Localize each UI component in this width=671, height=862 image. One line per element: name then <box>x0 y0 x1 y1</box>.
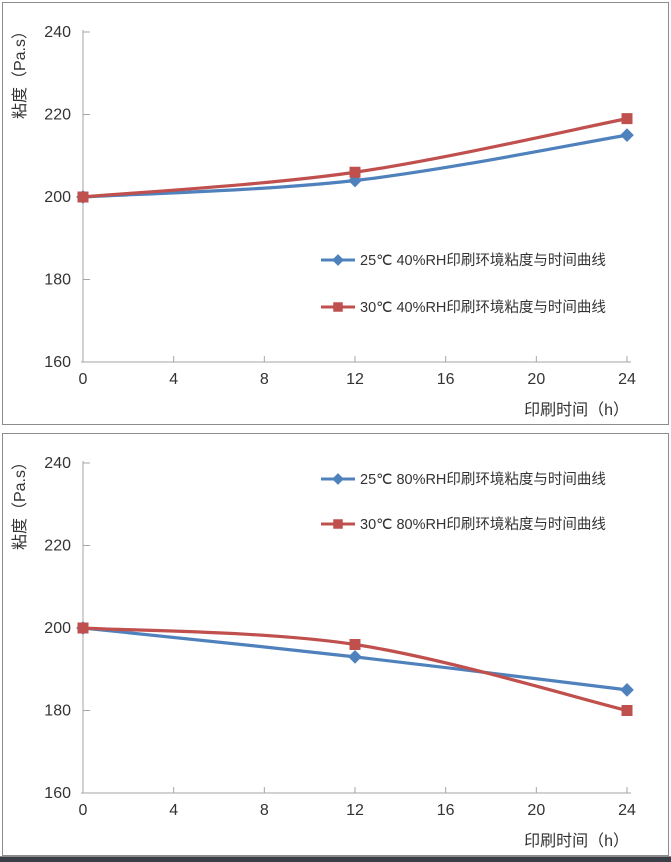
legend-label: 30℃ 40%RH印刷环境粘度与时间曲线 <box>360 298 606 316</box>
legend-label: 25℃ 80%RH印刷环境粘度与时间曲线 <box>360 470 606 488</box>
series-line <box>81 133 629 199</box>
data-point-square <box>621 705 633 716</box>
x-tick-label: 0 <box>79 802 88 819</box>
x-tick-label: 20 <box>527 802 545 819</box>
x-tick-label: 12 <box>346 802 364 819</box>
x-tick-label: 4 <box>169 802 178 819</box>
x-tick-label: 8 <box>260 802 269 819</box>
x-axis-title: 印刷时间（h） <box>524 401 629 419</box>
legend-item: 30℃ 40%RH印刷环境粘度与时间曲线 <box>321 298 606 316</box>
viscosity-time-chart-80rh: 160 180 200 220 240 0 4 8 12 16 20 24 粘度（Pa.s） 印刷时间（h… <box>11 454 636 850</box>
x-tick-label: 0 <box>79 371 88 388</box>
y-axis-title: 粘度（Pa.s） <box>11 23 29 119</box>
data-point-diamond <box>620 683 634 697</box>
y-tick-label: 180 <box>44 703 71 720</box>
legend-marker-diamond <box>332 473 344 485</box>
y-tick-label: 220 <box>44 538 71 555</box>
y-tick-label: 220 <box>44 107 71 124</box>
y-tick-label: 180 <box>44 272 71 289</box>
y-tick-label: 240 <box>44 455 71 472</box>
legend-item: 25℃ 40%RH印刷环境粘度与时间曲线 <box>321 251 606 269</box>
legend-marker-square <box>333 302 343 312</box>
data-point-square <box>349 639 361 650</box>
legend-label: 25℃ 40%RH印刷环境粘度与时间曲线 <box>360 251 606 269</box>
data-point-diamond <box>620 128 634 142</box>
viscosity-time-chart-40rh: 160 180 200 220 240 0 4 8 12 16 20 24 粘度（Pa.s） 印刷时间（h… <box>11 23 636 419</box>
data-point-diamond <box>348 650 362 664</box>
legend-label: 30℃ 80%RH印刷环境粘度与时间曲线 <box>360 515 606 533</box>
x-axis-title: 印刷时间（h） <box>524 832 629 850</box>
legend-marker-diamond <box>332 254 344 266</box>
y-tick-label: 200 <box>44 189 71 206</box>
x-tick-label: 24 <box>618 802 636 819</box>
x-tick-label: 12 <box>346 371 364 388</box>
data-point-square <box>77 191 89 203</box>
x-tick-label: 16 <box>437 371 455 388</box>
y-tick-label: 160 <box>44 354 71 371</box>
x-tick-label: 16 <box>437 802 455 819</box>
x-tick-label: 24 <box>618 371 636 388</box>
y-tick-label: 160 <box>44 785 71 802</box>
y-axis-title: 粘度（Pa.s） <box>11 454 29 550</box>
data-point-square <box>77 622 89 634</box>
chart-panel-40rh: 160 180 200 220 240 0 4 8 12 16 20 24 粘度（Pa.s） 印刷时间（h… <box>2 2 669 425</box>
data-point-square <box>349 166 361 178</box>
legend-item: 25℃ 80%RH印刷环境粘度与时间曲线 <box>321 470 606 488</box>
x-tick-label: 4 <box>169 371 178 388</box>
legend-item: 30℃ 80%RH印刷环境粘度与时间曲线 <box>321 515 606 533</box>
legend-marker-square <box>333 519 343 529</box>
x-tick-label: 20 <box>527 371 545 388</box>
x-tick-label: 8 <box>260 371 269 388</box>
chart-panel-80rh: 160 180 200 220 240 0 4 8 12 16 20 24 粘度（Pa.s） 印刷时间（h… <box>2 433 669 856</box>
bottom-dark-bar <box>0 856 671 862</box>
y-tick-label: 200 <box>44 620 71 637</box>
data-point-square <box>621 113 633 125</box>
y-tick-label: 240 <box>44 24 71 41</box>
